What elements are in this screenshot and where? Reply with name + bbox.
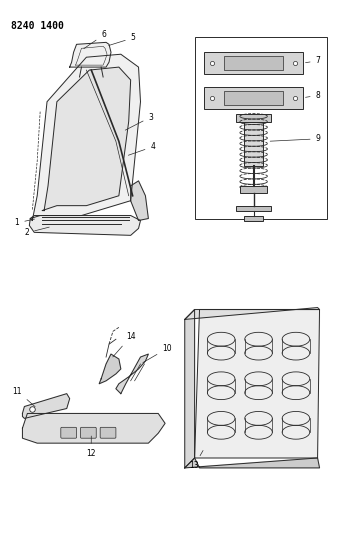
Text: 10: 10	[143, 344, 172, 362]
Bar	[236, 114, 271, 122]
Polygon shape	[185, 308, 320, 319]
Bar	[205, 52, 303, 74]
Text: 1: 1	[15, 219, 34, 228]
FancyBboxPatch shape	[100, 427, 116, 438]
Text: 11: 11	[13, 386, 35, 407]
FancyBboxPatch shape	[61, 427, 77, 438]
Text: 2: 2	[25, 227, 49, 237]
Bar	[244, 122, 264, 166]
Polygon shape	[99, 354, 121, 384]
Text: 9: 9	[270, 134, 321, 143]
Polygon shape	[42, 67, 131, 211]
Bar	[195, 37, 327, 219]
Text: 8240 1400: 8240 1400	[11, 21, 63, 30]
Polygon shape	[29, 215, 140, 236]
Text: 5: 5	[109, 34, 135, 45]
Polygon shape	[195, 310, 320, 458]
Bar	[240, 186, 267, 193]
Polygon shape	[185, 458, 320, 468]
Polygon shape	[70, 42, 111, 67]
Text: 12: 12	[86, 436, 96, 458]
FancyBboxPatch shape	[244, 215, 264, 222]
Polygon shape	[23, 414, 165, 443]
Bar	[224, 56, 283, 70]
Text: 3: 3	[125, 112, 153, 130]
Text: 8: 8	[306, 91, 320, 100]
FancyBboxPatch shape	[80, 427, 96, 438]
Text: 6: 6	[84, 30, 106, 49]
Text: 7: 7	[306, 56, 321, 65]
Polygon shape	[131, 181, 148, 221]
Text: 14: 14	[113, 332, 135, 357]
Bar	[205, 87, 303, 109]
Text: 13: 13	[190, 450, 203, 470]
Polygon shape	[185, 310, 195, 468]
Polygon shape	[116, 354, 148, 394]
Bar	[236, 206, 271, 211]
Polygon shape	[23, 394, 70, 418]
Text: 4: 4	[128, 142, 155, 155]
Bar	[224, 91, 283, 104]
Polygon shape	[30, 54, 140, 221]
